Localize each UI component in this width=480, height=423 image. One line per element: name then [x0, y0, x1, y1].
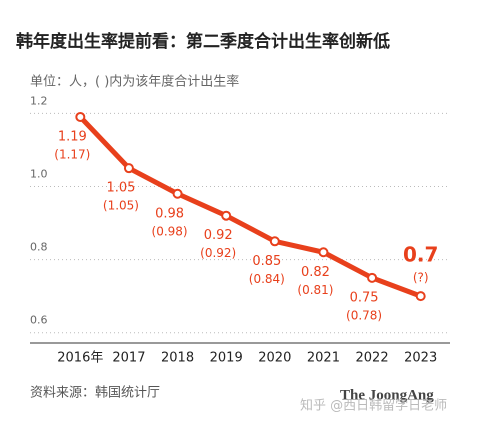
annual-label: (0.81) [297, 283, 333, 297]
data-point [75, 111, 86, 122]
data-point [415, 291, 426, 302]
y-tick-label: 1.0 [30, 167, 48, 180]
annual-label: (0.78) [346, 308, 382, 322]
x-tick-label: 2018 [161, 351, 194, 366]
y-tick-label: 0.8 [30, 241, 48, 254]
data-line [78, 115, 422, 299]
x-tick-label: 2021 [307, 351, 340, 366]
chart-subtitle: 单位：人，( )内为该年度合计出生率 [30, 74, 239, 90]
annual-label: (1.05) [103, 199, 139, 213]
x-tick-label: 2020 [258, 351, 291, 366]
data-point [269, 236, 280, 247]
watermark: 知乎 @西日韩留学日老师 [300, 398, 447, 414]
chart-title: 韩年度出生率提前看：第二季度合计出生率创新低 [16, 31, 390, 52]
data-point [172, 188, 183, 199]
annual-label: (?) [413, 271, 429, 285]
brand: The JoongAng [340, 387, 434, 403]
x-tick-label: 2022 [356, 351, 389, 366]
value-label: 1.19 [58, 129, 87, 144]
x-tick-label: 2023 [404, 351, 437, 366]
x-tick-label: 2019 [210, 351, 243, 366]
data-point [123, 163, 134, 174]
y-tick-label: 1.2 [30, 94, 48, 107]
data-point [221, 210, 232, 221]
value-label: 0.98 [155, 206, 184, 221]
value-label: 1.05 [106, 181, 135, 196]
value-label: 0.75 [350, 290, 379, 305]
x-tick-label: 2016年 [57, 351, 103, 366]
data-point [318, 247, 329, 258]
annual-label: (0.92) [200, 246, 236, 260]
value-label: 0.85 [252, 254, 281, 269]
value-label: 0.82 [301, 265, 330, 280]
annual-label: (0.98) [152, 224, 188, 238]
value-label: 0.92 [204, 228, 233, 243]
y-tick-label: 0.6 [30, 314, 48, 327]
annual-label: (0.84) [249, 272, 285, 286]
data-point [367, 272, 378, 283]
value-label: 0.7 [403, 243, 438, 267]
x-tick-label: 2017 [112, 351, 145, 366]
source: 资料来源：韩国统计厅 [30, 386, 160, 401]
annual-label: (1.17) [54, 147, 90, 161]
